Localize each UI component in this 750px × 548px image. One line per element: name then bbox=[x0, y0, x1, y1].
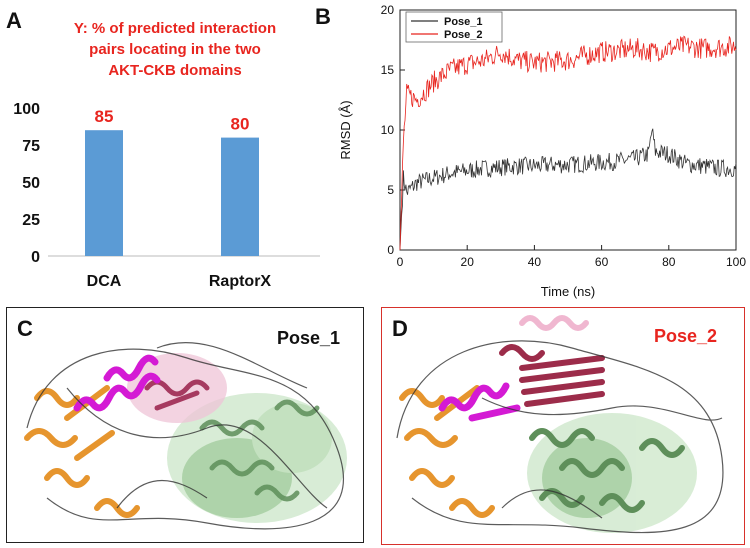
pose-1-protein-structure-image bbox=[24, 342, 347, 530]
panel-a-letter: A bbox=[6, 8, 22, 33]
bar-data-label: 80 bbox=[231, 115, 250, 134]
line-x-tick-label: 80 bbox=[662, 255, 676, 269]
bar-chart-marks: 85 80 bbox=[85, 107, 259, 256]
line-x-tick-label: 0 bbox=[397, 255, 404, 269]
line-chart-series bbox=[399, 35, 737, 251]
line-y-tick-label: 15 bbox=[381, 63, 395, 77]
line-x-tick-label: 20 bbox=[461, 255, 475, 269]
line-y-tick-label: 5 bbox=[387, 183, 394, 197]
bar-y-tick-label: 100 bbox=[13, 101, 40, 118]
line-chart-axes: 0 5 10 15 20 0 20 40 60 80 100 Time (ns) RMSD (Å) bbox=[338, 3, 746, 299]
series-line-pose_1 bbox=[399, 128, 737, 251]
bar-chart: 0 25 50 75 100 DCA RaptorX 85 80 bbox=[13, 101, 320, 290]
bar-data-label: 85 bbox=[95, 107, 114, 126]
pose-2-protein-structure-image bbox=[396, 315, 724, 534]
line-x-tick-label: 60 bbox=[595, 255, 609, 269]
line-plot-frame bbox=[399, 9, 737, 251]
panel-d-pose-label: Pose_2 bbox=[654, 326, 718, 346]
line-x-tick-label: 100 bbox=[726, 255, 746, 269]
panel-a-title-line-1: Y: % of predicted interaction bbox=[73, 20, 277, 37]
panel-c-letter: C bbox=[17, 316, 33, 341]
bar-x-tick-label: DCA bbox=[87, 273, 122, 290]
panel-c-structure-box: C Pose_1 bbox=[6, 307, 364, 543]
bar-y-tick-label: 0 bbox=[31, 249, 40, 266]
panel-a-title-line-3: AKT-CKB domains bbox=[108, 62, 242, 79]
panel-d-structure-box: D Pose_2 bbox=[381, 307, 745, 545]
line-y-tick-label: 20 bbox=[381, 3, 395, 17]
panel-b-letter: B bbox=[315, 4, 331, 29]
panel-a-title: Y: % of predicted interaction pairs loca… bbox=[30, 18, 320, 81]
bar-y-tick-label: 25 bbox=[22, 212, 40, 229]
legend-box bbox=[405, 11, 503, 43]
series-line-pose_2 bbox=[399, 35, 737, 251]
line-x-axis-label: Time (ns) bbox=[541, 284, 595, 299]
line-y-tick-label: 10 bbox=[381, 123, 395, 137]
bar-raptorx bbox=[221, 137, 259, 256]
bar-dca bbox=[85, 130, 123, 256]
legend-label-pose_1: Pose_1 bbox=[444, 16, 483, 28]
bar-chart-axes: 0 25 50 75 100 DCA RaptorX bbox=[13, 101, 320, 290]
panel-c-pose-label: Pose_1 bbox=[277, 328, 341, 348]
panel-a-title-line-2: pairs locating in the two bbox=[89, 41, 261, 58]
panel-d-letter: D bbox=[392, 316, 408, 341]
line-y-axis-label: RMSD (Å) bbox=[338, 100, 353, 159]
legend-label-pose_2: Pose_2 bbox=[444, 29, 483, 41]
bar-x-tick-label: RaptorX bbox=[209, 273, 272, 290]
bar-y-tick-label: 50 bbox=[22, 175, 40, 192]
rmsd-line-chart: 0 5 10 15 20 0 20 40 60 80 100 Time (ns) RMSD (Å) Po… bbox=[338, 3, 746, 299]
line-y-tick-label: 0 bbox=[387, 243, 394, 257]
line-x-tick-label: 40 bbox=[528, 255, 542, 269]
bar-y-tick-label: 75 bbox=[22, 138, 40, 155]
